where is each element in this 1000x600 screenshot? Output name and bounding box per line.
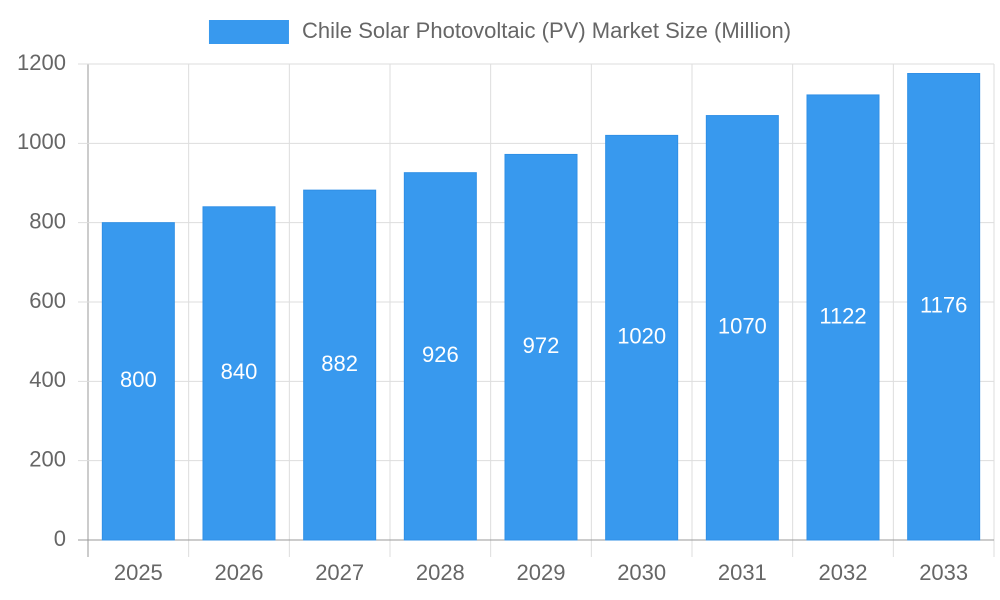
data-label: 1020 <box>617 324 666 349</box>
y-tick-label: 1200 <box>17 50 66 75</box>
bar <box>403 172 477 541</box>
legend-swatch <box>208 20 289 44</box>
x-tick-label: 2030 <box>617 560 666 585</box>
data-label: 972 <box>523 333 560 358</box>
x-tick-label: 2032 <box>819 560 868 585</box>
data-label: 800 <box>120 367 157 392</box>
data-label: 840 <box>221 359 258 384</box>
y-tick-label: 600 <box>29 288 66 313</box>
bar <box>907 73 981 541</box>
x-tick-label: 2025 <box>114 560 163 585</box>
bar <box>303 189 377 541</box>
data-label: 926 <box>422 342 459 367</box>
x-tick-label: 2033 <box>919 560 968 585</box>
bar <box>101 222 175 541</box>
x-tick-label: 2028 <box>416 560 465 585</box>
x-tick-label: 2026 <box>215 560 264 585</box>
x-tick-label: 2031 <box>718 560 767 585</box>
y-tick-label: 400 <box>29 367 66 392</box>
x-tick-label: 2027 <box>315 560 364 585</box>
y-tick-label: 200 <box>29 446 66 471</box>
data-label: 1122 <box>819 303 866 328</box>
data-label: 882 <box>321 351 358 376</box>
bar <box>202 206 276 541</box>
data-label: 1070 <box>718 314 767 339</box>
y-tick-label: 1000 <box>17 129 66 154</box>
x-tick-label: 2029 <box>517 560 566 585</box>
data-label: 1176 <box>920 293 967 318</box>
y-tick-label: 800 <box>29 208 66 233</box>
y-tick-label: 0 <box>54 526 66 551</box>
legend-label: Chile Solar Photovoltaic (PV) Market Siz… <box>302 18 791 43</box>
bar <box>605 134 679 541</box>
bar <box>705 115 779 541</box>
bar <box>504 153 578 541</box>
bar <box>806 94 880 541</box>
